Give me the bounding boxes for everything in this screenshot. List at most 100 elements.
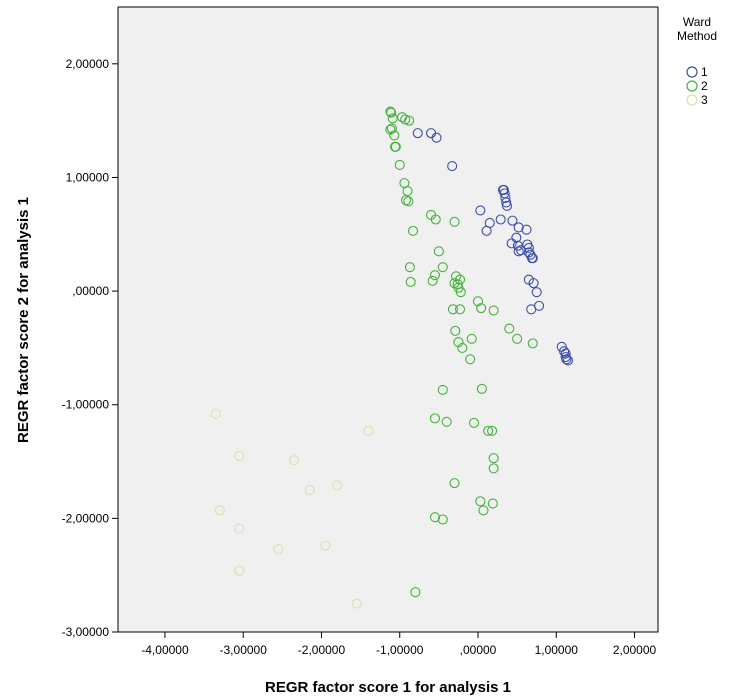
data-points (210, 106, 574, 609)
plot-area (117, 6, 659, 633)
data-point-series-3 (304, 484, 315, 496)
data-point-series-2 (400, 195, 412, 206)
x-tick-label: -3,00000 (220, 643, 268, 657)
data-point-series-2 (437, 514, 448, 525)
y-tick-label: ,00000 (72, 284, 109, 298)
legend-label-1: 1 (701, 65, 708, 79)
data-point-series-3 (234, 450, 245, 461)
data-point-series-3 (210, 408, 221, 419)
legend-title-line-1: Ward (683, 15, 711, 29)
data-point-series-2 (433, 246, 444, 257)
data-point-series-2 (450, 325, 461, 336)
data-point-series-2 (449, 478, 460, 489)
data-point-series-1 (495, 214, 506, 225)
data-point-series-2 (487, 498, 498, 509)
data-point-series-2 (476, 383, 487, 394)
y-tick-label: -1,00000 (62, 398, 110, 412)
x-tick-label: -4,00000 (141, 643, 189, 657)
data-point-series-1 (431, 132, 442, 143)
y-tick-label: -2,00000 (62, 511, 110, 525)
y-tick-label: 2,00000 (66, 57, 110, 71)
data-point-series-2 (488, 453, 499, 464)
data-point-series-2 (527, 338, 538, 349)
data-point-series-1 (513, 246, 524, 257)
data-point-series-3 (332, 480, 343, 491)
data-point-series-1 (521, 224, 532, 235)
data-point-series-2 (466, 333, 477, 344)
data-point-series-2 (488, 463, 499, 474)
data-point-series-2 (403, 196, 414, 207)
x-axis-title: REGR factor score 1 for analysis 1 (265, 679, 511, 696)
data-point-series-2 (437, 262, 448, 273)
data-point-series-1 (560, 348, 571, 359)
data-point-series-1 (531, 287, 542, 298)
y-axis-title: REGR factor score 2 for analysis 1 (15, 197, 32, 443)
data-point-series-2 (447, 304, 459, 315)
data-point-series-1 (528, 278, 539, 289)
data-point-series-1 (526, 304, 537, 315)
data-point-series-3 (351, 598, 362, 609)
data-point-series-1 (562, 355, 574, 366)
data-point-series-2 (469, 417, 480, 428)
data-point-series-2 (386, 123, 397, 134)
data-point-series-2 (404, 262, 415, 273)
data-point-series-2 (441, 416, 452, 427)
data-point-series-1 (475, 205, 486, 216)
legend-label-2: 2 (701, 79, 708, 93)
legend-title-line-2: Method (677, 29, 717, 43)
data-point-series-1 (527, 253, 538, 264)
data-point-series-1 (481, 225, 492, 236)
data-point-series-2 (465, 354, 476, 365)
data-point-series-2 (504, 323, 515, 334)
data-point-series-1 (513, 222, 524, 233)
data-point-series-2 (389, 130, 400, 141)
data-point-series-2 (404, 115, 415, 126)
data-point-series-2 (400, 114, 411, 125)
data-point-series-2 (429, 512, 441, 523)
data-point-series-2 (478, 505, 489, 516)
data-point-series-3 (214, 505, 225, 516)
x-axis: -4,00000 -3,00000 -2,00000 -1,00000 ,00000 1,… (141, 632, 657, 657)
data-point-series-2 (487, 425, 498, 436)
data-point-series-1 (523, 242, 534, 253)
x-tick-label: ,00000 (460, 643, 497, 657)
data-point-series-2 (429, 413, 441, 424)
legend-label-3: 3 (701, 93, 708, 107)
y-axis: -3,00000 -2,00000 -1,00000 ,00000 1,00000 2,0… (62, 57, 118, 639)
data-point-series-3 (273, 543, 284, 555)
data-point-series-1 (501, 200, 513, 211)
data-point-series-2 (476, 303, 487, 314)
y-tick-label: 1,00000 (66, 170, 110, 184)
data-point-series-2 (488, 305, 499, 316)
legend-marker-3 (686, 94, 698, 106)
data-point-series-2 (385, 106, 396, 117)
data-point-series-2 (457, 342, 468, 353)
data-point-series-1 (500, 192, 511, 203)
data-point-series-2 (483, 425, 494, 436)
data-point-series-1 (447, 161, 458, 172)
data-point-series-3 (363, 425, 374, 436)
data-point-series-2 (430, 214, 441, 225)
data-point-series-2 (410, 587, 421, 598)
data-point-series-2 (449, 216, 460, 227)
data-point-series-2 (386, 107, 397, 118)
data-point-series-1 (506, 238, 517, 249)
data-point-series-1 (561, 354, 572, 365)
data-point-series-2 (407, 225, 419, 236)
data-point-series-2 (472, 296, 484, 307)
y-tick-label: -3,00000 (62, 625, 110, 639)
legend-marker-1 (686, 66, 698, 78)
data-point-series-1 (515, 245, 527, 256)
data-point-series-2 (512, 333, 523, 344)
legend-marker-2 (686, 80, 698, 92)
data-point-series-3 (234, 523, 245, 534)
data-point-series-2 (455, 287, 466, 298)
data-point-series-3 (289, 455, 300, 466)
data-point-series-1 (507, 215, 518, 226)
data-point-series-2 (390, 141, 401, 152)
data-point-series-2 (429, 270, 441, 281)
x-tick-label: 1,00000 (535, 643, 579, 657)
legend: Ward Method 123 (677, 15, 717, 107)
x-tick-label: -2,00000 (298, 643, 346, 657)
